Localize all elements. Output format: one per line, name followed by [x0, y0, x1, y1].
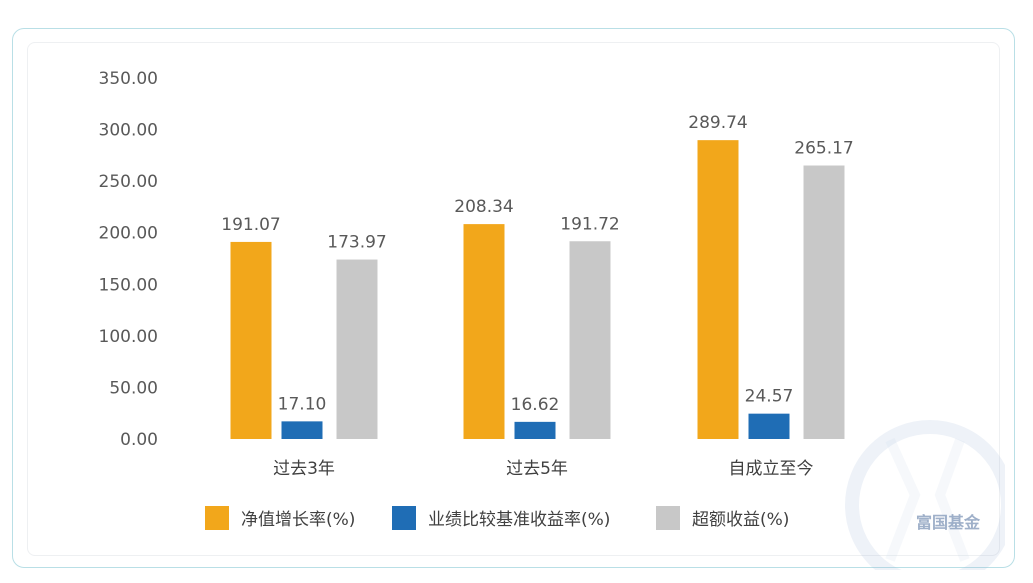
data-label: 208.34 — [454, 197, 513, 217]
bar — [569, 241, 611, 439]
x-tick-label: 过去5年 — [506, 459, 568, 479]
legend-swatch — [205, 506, 229, 530]
x-axis: 过去3年 过去5年 自成立至今 — [273, 459, 813, 479]
bar — [230, 241, 272, 439]
bar — [281, 421, 323, 439]
x-tick-label: 过去3年 — [273, 459, 335, 479]
bar — [463, 224, 505, 439]
bar — [336, 259, 378, 439]
y-tick-label: 250.00 — [99, 172, 158, 192]
legend-label: 净值增长率(%) — [241, 510, 355, 530]
legend-label: 超额收益(%) — [692, 510, 789, 530]
data-label: 16.62 — [511, 395, 560, 415]
y-tick-label: 50.00 — [109, 378, 158, 398]
bar — [748, 413, 790, 439]
bar — [697, 140, 739, 440]
data-label: 173.97 — [327, 233, 386, 253]
data-label: 191.07 — [221, 215, 280, 235]
y-tick-label: 200.00 — [99, 224, 158, 244]
x-tick-label: 自成立至今 — [729, 459, 814, 479]
legend-swatch — [656, 506, 680, 530]
data-label: 191.72 — [560, 214, 619, 234]
y-axis: 0.00 50.00 100.00 150.00 200.00 250.00 300.00 3… — [99, 69, 158, 450]
y-tick-label: 350.00 — [99, 69, 158, 89]
data-label: 24.57 — [745, 387, 794, 407]
data-label: 289.74 — [688, 113, 747, 133]
y-tick-label: 150.00 — [99, 275, 158, 295]
bar — [514, 421, 556, 439]
y-tick-label: 0.00 — [120, 430, 158, 450]
bars-layer — [230, 140, 845, 440]
fund-logo-watermark: 富国基金 — [845, 420, 1005, 570]
legend: 净值增长率(%) 业绩比较基准收益率(%) 超额收益(%) — [205, 506, 789, 530]
legend-label: 业绩比较基准收益率(%) — [428, 510, 610, 530]
y-tick-label: 100.00 — [99, 327, 158, 347]
y-tick-label: 300.00 — [99, 121, 158, 141]
data-label: 265.17 — [794, 138, 853, 158]
bar — [803, 165, 845, 439]
watermark-text: 富国基金 — [916, 513, 981, 532]
data-labels-layer: 191.07 17.10 173.97 208.34 16.62 191.72 289.74… — [221, 113, 853, 415]
legend-swatch — [392, 506, 416, 530]
data-label: 17.10 — [278, 394, 327, 414]
